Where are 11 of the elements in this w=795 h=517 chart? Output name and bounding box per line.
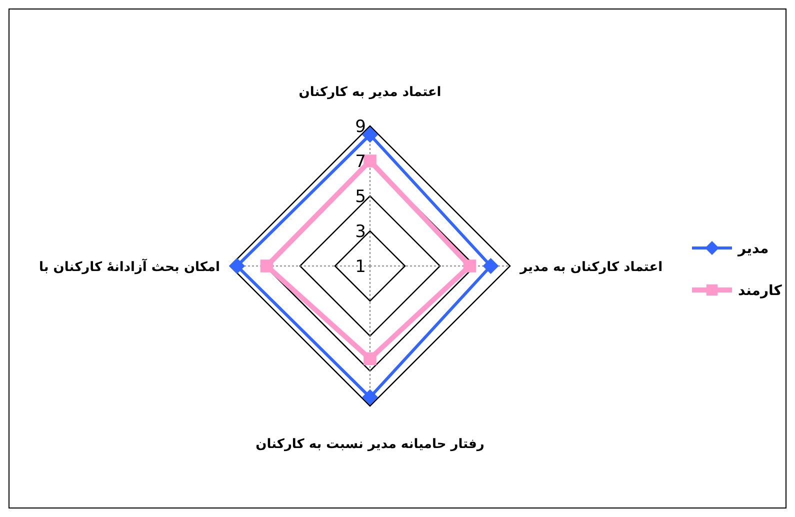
- y-tick-label: 5: [355, 187, 366, 207]
- y-tick-label: 9: [355, 117, 366, 137]
- spoke-label: رفتار حامیانه مدیر نسبت به کارکنان: [256, 437, 484, 452]
- y-tick-label: 1: [355, 257, 366, 277]
- y-tick-label: 3: [355, 222, 366, 242]
- spoke-label: امکان بحث آزادانهٔ کارکنان با: [39, 258, 220, 275]
- legend-label: کارمند: [738, 283, 783, 299]
- legend-label: مدیر: [737, 241, 769, 257]
- y-tick-label: 7: [355, 152, 366, 172]
- spoke-label: اعتماد کارکنان به مدیر: [519, 260, 663, 275]
- spoke-label: اعتماد مدیر به کارکنان: [298, 85, 442, 100]
